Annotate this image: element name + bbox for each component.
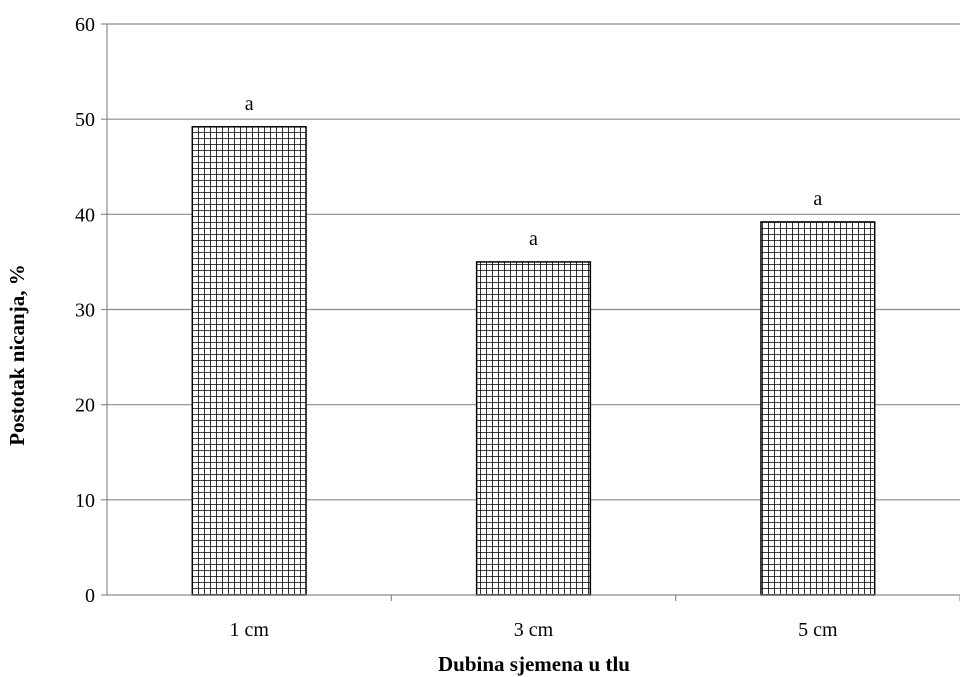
bar [760, 221, 876, 596]
bars [191, 126, 876, 596]
data-label: a [245, 93, 254, 115]
x-axis-title: Dubina sjemena u tlu [438, 652, 630, 676]
x-tick-label: 1 cm [229, 619, 269, 641]
x-tick-label: 5 cm [798, 619, 838, 641]
bar [475, 261, 592, 596]
y-tick-label: 20 [75, 395, 95, 417]
y-axis-title: Postotak nicanja, % [5, 264, 29, 445]
x-tick-label: 3 cm [514, 619, 554, 641]
y-tick-label: 30 [75, 300, 95, 322]
y-tick-label: 50 [75, 109, 95, 131]
data-label: a [813, 188, 822, 210]
labels: 0 10 20 30 40 50 60 1 cm a 3 cm a 5 cm a [75, 14, 838, 641]
axes [101, 23, 960, 601]
y-tick-label: 60 [75, 14, 95, 36]
data-label: a [529, 228, 538, 250]
y-tick-label: 40 [75, 204, 95, 226]
bar [191, 126, 307, 596]
y-tick-label: 10 [75, 490, 95, 512]
y-tick-label: 0 [85, 585, 95, 607]
